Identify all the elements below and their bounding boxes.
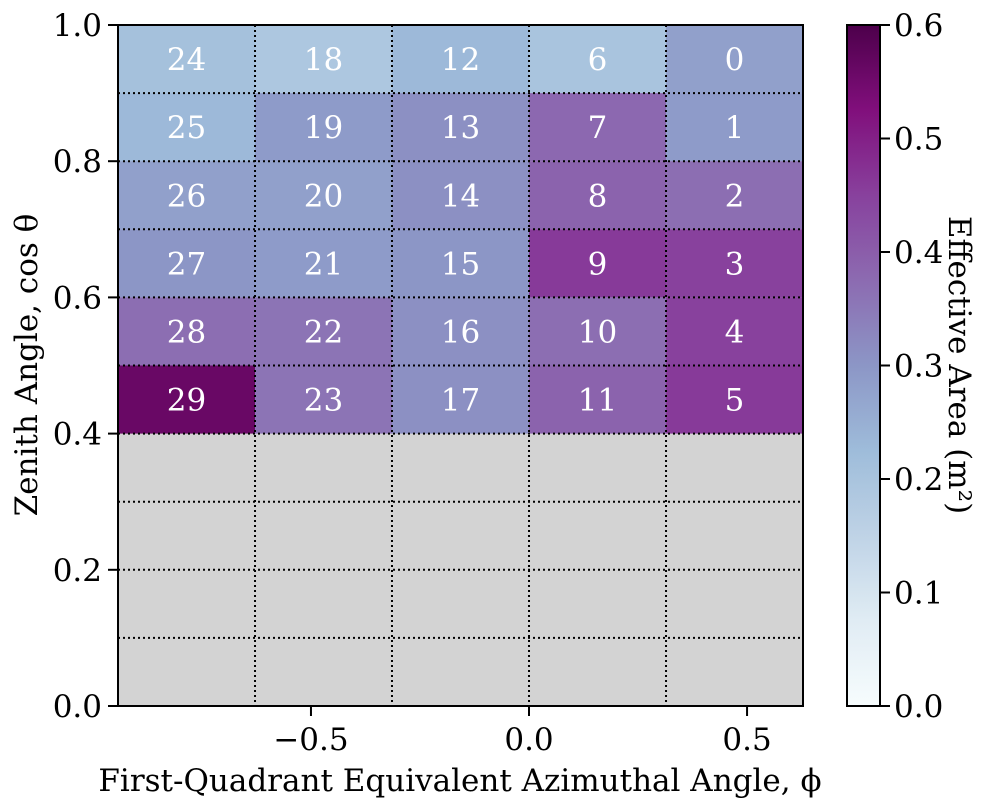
cell-label: 18 — [304, 42, 343, 78]
cell-label: 29 — [167, 383, 206, 419]
cell-label: 5 — [725, 383, 745, 419]
cell-label: 23 — [304, 383, 343, 419]
y-tick-label: 0.0 — [53, 689, 102, 725]
x-tick-label: −0.5 — [273, 722, 348, 758]
heatmap-cell — [391, 25, 530, 94]
cell-labels: 24 18 12 6 025 19 13 7 126 20 14 8 227 21 15 9 328 22 16 10… — [167, 42, 745, 419]
cell-label: 20 — [304, 178, 343, 214]
y-tick-label: 1.0 — [53, 8, 102, 44]
heatmap-cell — [391, 93, 530, 162]
cell-label: 1 — [725, 110, 745, 146]
colorbar-tick-label: 0.2 — [894, 462, 943, 498]
heatmap-cell — [529, 93, 667, 162]
heatmap-cell — [118, 161, 256, 230]
heatmap-cell — [666, 365, 803, 434]
heatmap-cell — [118, 229, 256, 298]
y-axis: 0.0 0.2 0.4 0.6 0.8 1.0 — [53, 8, 118, 725]
y-tick-label: 0.6 — [53, 280, 102, 316]
cell-label: 14 — [441, 178, 480, 214]
heatmap-cell — [666, 229, 803, 298]
heatmap-cell — [118, 93, 256, 162]
cell-label: 17 — [441, 383, 480, 419]
cell-label: 19 — [304, 110, 343, 146]
y-axis-title: Zenith Angle, cos θ — [9, 214, 45, 517]
heatmap-cell — [529, 365, 667, 434]
heatmap-cell — [391, 229, 530, 298]
y-tick-label: 0.8 — [53, 144, 102, 180]
cell-label: 7 — [588, 110, 608, 146]
cell-label: 27 — [167, 246, 206, 282]
heatmap-cell — [118, 297, 256, 366]
cell-label: 2 — [725, 178, 745, 214]
x-tick-label: 0.5 — [722, 722, 771, 758]
plot-frame — [117, 24, 804, 707]
cell-label: 26 — [167, 178, 206, 214]
cell-label: 15 — [441, 246, 480, 282]
heatmap-cell — [391, 161, 530, 230]
colorbar-tick-label: 0.1 — [894, 576, 943, 612]
cell-label: 25 — [167, 110, 206, 146]
heatmap-cell — [529, 297, 667, 366]
cell-label: 0 — [725, 42, 745, 78]
cell-label: 10 — [578, 314, 617, 350]
cell-label: 12 — [441, 42, 480, 78]
heatmap-cell — [666, 297, 803, 366]
colorbar — [846, 24, 881, 707]
heatmap-cell — [666, 93, 803, 162]
heatmap-cell — [666, 25, 803, 94]
cell-grid — [118, 25, 803, 706]
heatmap-cell — [391, 365, 530, 434]
heatmap-cell — [255, 25, 392, 94]
cell-label: 9 — [588, 246, 608, 282]
x-axis: −0.5 0.0 0.5 — [273, 706, 772, 758]
heatmap-cell — [118, 25, 256, 94]
colorbar-title: Effective Area (m²) — [941, 216, 977, 514]
y-tick-label: 0.2 — [53, 553, 102, 589]
colorbar-tick-label: 0.5 — [894, 122, 943, 158]
colorbar-tick-label: 0.0 — [894, 689, 943, 725]
cell-label: 11 — [578, 383, 617, 419]
cell-label: 8 — [588, 178, 608, 214]
heatmap-cell — [666, 161, 803, 230]
heatmap-cell — [118, 365, 256, 434]
heatmap-cell — [255, 161, 392, 230]
heatmap-cell — [255, 229, 392, 298]
colorbar-tick-label: 0.4 — [894, 235, 943, 271]
heatmap-cell — [391, 297, 530, 366]
colorbar-axis: 0.0 0.1 0.2 0.3 0.4 0.5 0.6 — [880, 8, 943, 725]
heatmap-cell — [529, 229, 667, 298]
cell-label: 3 — [725, 246, 745, 282]
heatmap-cell — [529, 161, 667, 230]
x-tick-label: 0.0 — [504, 722, 553, 758]
cell-label: 22 — [304, 314, 343, 350]
heatmap-cell — [255, 93, 392, 162]
cell-label: 6 — [588, 42, 608, 78]
y-tick-label: 0.4 — [53, 417, 102, 453]
cell-label: 28 — [167, 314, 206, 350]
heatmap-cell — [255, 297, 392, 366]
x-axis-title: First-Quadrant Equivalent Azimuthal Angl… — [98, 763, 821, 799]
colorbar-tick-label: 0.6 — [894, 8, 943, 44]
heatmap-cell — [529, 25, 667, 94]
cell-label: 13 — [441, 110, 480, 146]
cell-label: 16 — [441, 314, 480, 350]
heatmap-cell — [255, 365, 392, 434]
cell-label: 24 — [167, 42, 206, 78]
cell-label: 21 — [304, 246, 343, 282]
cell-label: 4 — [725, 314, 745, 350]
colorbar-tick-label: 0.3 — [894, 349, 943, 385]
